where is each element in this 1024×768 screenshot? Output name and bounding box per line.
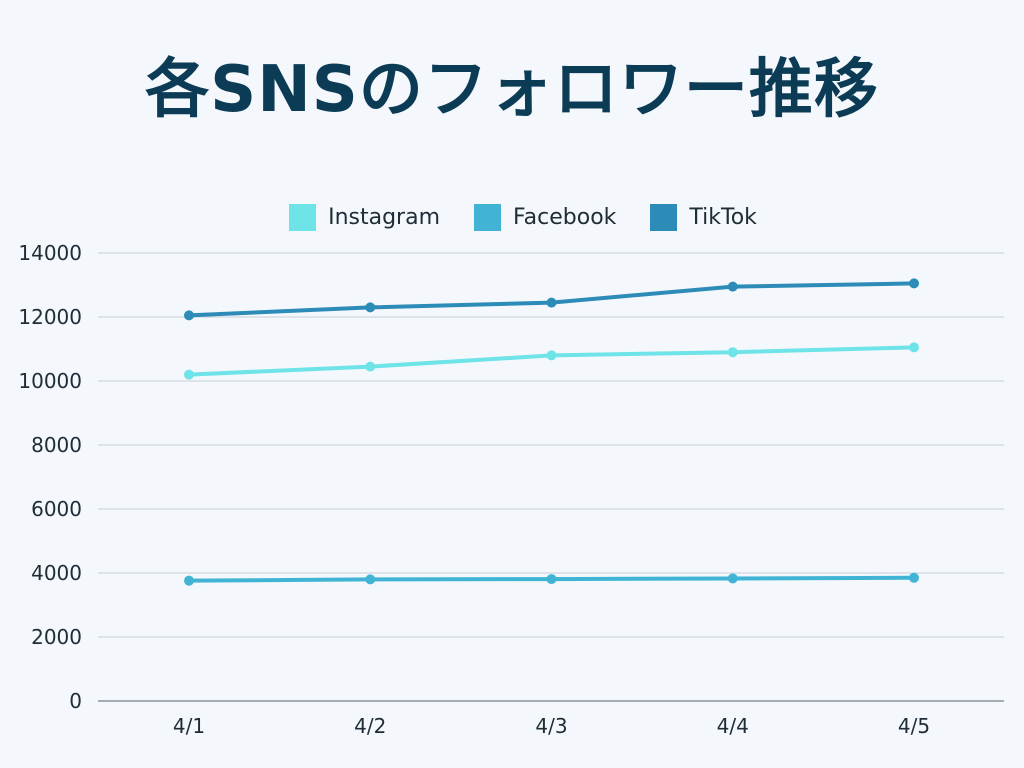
y-tick-label: 14000 [18,241,82,265]
chart-title: 各SNSのフォロワー推移 [145,53,879,127]
legend-swatch-facebook [474,204,502,231]
x-tick-label: 4/5 [898,714,930,738]
x-tick-label: 4/4 [717,714,749,738]
legend-swatch-tiktok [650,204,678,231]
x-tick-label: 4/3 [535,714,567,738]
y-tick-label: 2000 [31,625,82,649]
y-tick-label: 0 [69,689,82,713]
legend-label-tiktok: TikTok [689,205,757,230]
data-point-instagram [184,369,194,380]
data-point-facebook [184,575,194,586]
legend-label-instagram: Instagram [328,205,441,230]
data-point-instagram [727,347,738,358]
x-tick-label: 4/2 [354,714,386,738]
data-point-facebook [909,572,919,583]
data-point-tiktok [727,281,738,292]
legend-item-facebook: Facebook [474,204,616,231]
y-tick-label: 8000 [31,433,82,457]
legend-label-facebook: Facebook [513,205,617,230]
y-tick-label: 12000 [18,305,82,329]
legend-swatch-instagram [289,204,317,231]
data-point-facebook [546,574,557,585]
data-point-instagram [365,361,376,372]
y-tick-label: 4000 [31,561,82,585]
data-point-facebook [727,573,738,584]
legend-item-tiktok: TikTok [650,204,757,231]
y-tick-label: 10000 [18,369,82,393]
x-tick-label: 4/1 [173,714,205,738]
legend-item-instagram: Instagram [289,204,440,231]
chart-legend: Instagram Facebook TikTok [0,204,1024,231]
data-point-tiktok [909,278,919,289]
data-point-tiktok [365,302,376,313]
y-tick-label: 6000 [31,497,82,521]
data-point-instagram [546,350,557,361]
data-point-facebook [365,574,376,585]
data-point-tiktok [184,310,194,321]
data-point-tiktok [546,297,557,308]
data-point-instagram [909,342,919,353]
